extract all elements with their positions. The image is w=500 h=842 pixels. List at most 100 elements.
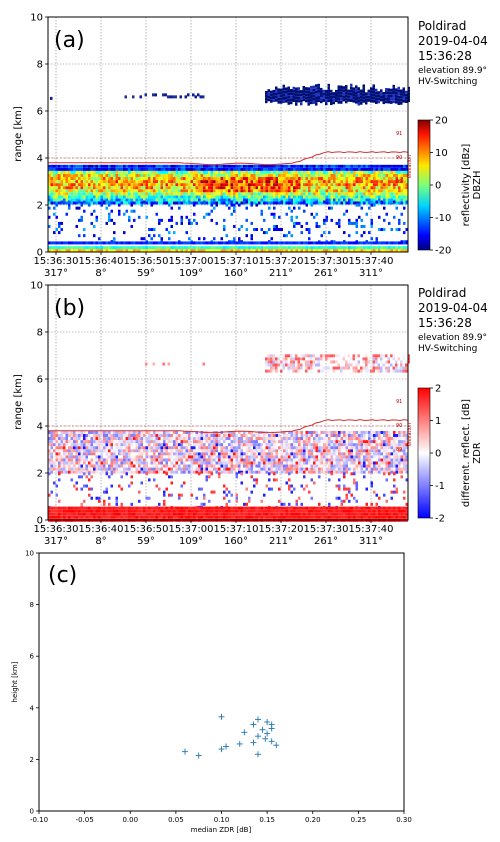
heatmap-cell [178, 189, 181, 193]
heatmap-cell [342, 86, 345, 90]
heatmap-cell [83, 195, 86, 199]
heatmap-cell [133, 177, 136, 181]
heatmap-cell [270, 249, 273, 253]
panel-a-colorbar [417, 119, 431, 251]
heatmap-cell [130, 183, 133, 187]
heatmap-cell [362, 360, 365, 364]
heatmap-cell [138, 186, 141, 190]
heatmap-cell [320, 183, 323, 187]
heatmap-cell [330, 455, 333, 459]
heatmap-cell [68, 449, 71, 453]
heatmap-cell [165, 241, 168, 245]
heatmap-cell [90, 212, 93, 216]
heatmap-cell [233, 467, 236, 471]
heatmap-cell [300, 189, 303, 193]
heatmap-cell [143, 192, 146, 196]
heatmap-cell [208, 164, 211, 168]
heatmap-cell [50, 246, 53, 250]
heatmap-cell [388, 201, 391, 205]
heatmap-cell [125, 249, 128, 253]
heatmap-cell [368, 206, 371, 210]
heatmap-cell [85, 173, 88, 177]
heatmap-cell [265, 241, 268, 245]
heatmap-cell [303, 167, 306, 171]
heatmap-cell [58, 186, 61, 190]
heatmap-cell [305, 201, 308, 205]
heatmap-cell [230, 249, 233, 253]
heatmap-cell [357, 93, 360, 97]
heatmap-cell [230, 433, 233, 437]
heatmap-cell [150, 443, 153, 447]
heatmap-cell [200, 180, 203, 184]
heatmap-cell [75, 437, 78, 441]
heatmap-cell [325, 173, 328, 177]
heatmap-cell [98, 249, 101, 253]
heatmap-cell [120, 241, 123, 245]
heatmap-cell [188, 433, 191, 437]
x-azimuth-tick-label: 211° [269, 268, 293, 279]
heatmap-cell [190, 241, 193, 245]
heatmap-cell [273, 215, 276, 219]
heatmap-cell [283, 164, 286, 168]
heatmap-cell [225, 467, 228, 471]
heatmap-cell [213, 206, 216, 210]
heatmap-cell [172, 95, 175, 99]
heatmap-cell [298, 195, 301, 199]
heatmap-cell [263, 437, 266, 441]
heatmap-cell [345, 186, 348, 190]
heatmap-cell [300, 173, 303, 177]
heatmap-cell [395, 170, 398, 174]
heatmap-cell [375, 97, 378, 101]
heatmap-cell [148, 164, 151, 168]
heatmap-cell [93, 246, 96, 250]
heatmap-cell [280, 228, 283, 232]
heatmap-cell [75, 198, 78, 202]
heatmap-cell [180, 201, 183, 205]
heatmap-cell [378, 440, 381, 444]
heatmap-cell [70, 458, 73, 462]
heatmap-cell [293, 170, 296, 174]
heatmap-cell [203, 200, 206, 204]
heatmap-cell [98, 186, 101, 190]
heatmap-cell [240, 167, 243, 171]
heatmap-cell [145, 449, 148, 453]
heatmap-cell [293, 164, 296, 168]
heatmap-cell [105, 195, 108, 199]
heatmap-cell [258, 189, 261, 193]
heatmap-cell [273, 467, 276, 471]
heatmap-cell [50, 96, 53, 100]
heatmap-cell [238, 198, 241, 202]
heatmap-cell [313, 437, 316, 441]
heatmap-cell [73, 433, 76, 437]
heatmap-cell [348, 218, 351, 222]
heatmap-cell [70, 437, 73, 441]
colorbar-tick-label: 0 [435, 181, 441, 192]
heatmap-cell [278, 170, 281, 174]
heatmap-cell [153, 186, 156, 190]
heatmap-cell [325, 218, 328, 222]
heatmap-cell [343, 437, 346, 441]
heatmap-cell [393, 246, 396, 250]
heatmap-cell [335, 164, 338, 168]
heatmap-cell [228, 177, 231, 181]
heatmap-cell [55, 201, 58, 205]
heatmap-cell [268, 201, 271, 205]
heatmap-cell [328, 198, 331, 202]
heatmap-cell [185, 446, 188, 450]
heatmap-cell [50, 443, 53, 447]
x-time-tick-label: 15:37:40 [349, 256, 394, 267]
x-time-tick-label: 15:37:00 [169, 256, 214, 267]
heatmap-cell [125, 201, 128, 205]
heatmap-cell [238, 443, 241, 447]
heatmap-cell [194, 95, 197, 99]
heatmap-cell [265, 433, 268, 437]
heatmap-cell [243, 470, 246, 474]
heatmap-cell [305, 249, 308, 253]
heatmap-cell [348, 189, 351, 193]
heatmap-cell [140, 189, 143, 193]
heatmap-cell [135, 246, 138, 250]
heatmap-cell [55, 470, 58, 474]
heatmap-cell [218, 452, 221, 456]
heatmap-cell [193, 164, 196, 168]
heatmap-cell [75, 458, 78, 462]
